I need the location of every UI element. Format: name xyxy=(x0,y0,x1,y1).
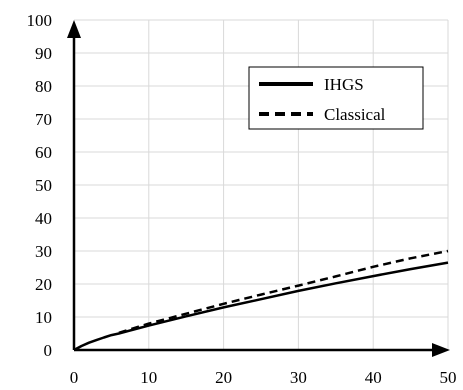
legend-label-classical: Classical xyxy=(324,105,386,124)
y-axis-arrowhead xyxy=(67,20,81,38)
y-tick-label-90: 90 xyxy=(35,44,52,63)
legend: IHGS Classical xyxy=(248,66,424,130)
y-tick-label-20: 20 xyxy=(35,275,52,294)
x-tick-label-0: 0 xyxy=(70,368,79,387)
x-tick-labels: 0 10 20 30 40 50 xyxy=(70,368,457,387)
y-tick-label-0: 0 xyxy=(44,341,53,360)
x-axis-arrowhead xyxy=(432,343,450,357)
legend-label-ihgs: IHGS xyxy=(324,75,364,94)
series-lines xyxy=(73,249,449,352)
y-tick-label-30: 30 xyxy=(35,242,52,261)
x-tick-label-10: 10 xyxy=(140,368,157,387)
y-tick-label-100: 100 xyxy=(27,11,53,30)
y-tick-label-40: 40 xyxy=(35,209,52,228)
series-line-ihgs xyxy=(73,261,449,352)
y-tick-labels: 0 10 20 30 40 50 60 70 80 90 100 xyxy=(27,11,53,360)
y-tick-label-50: 50 xyxy=(35,176,52,195)
y-tick-label-10: 10 xyxy=(35,308,52,327)
legend-box xyxy=(248,66,424,130)
x-tick-label-50: 50 xyxy=(440,368,457,387)
series-line-classical xyxy=(118,249,449,334)
y-tick-label-60: 60 xyxy=(35,143,52,162)
x-tick-label-20: 20 xyxy=(215,368,232,387)
x-tick-label-30: 30 xyxy=(290,368,307,387)
axes xyxy=(67,20,450,357)
y-tick-label-80: 80 xyxy=(35,77,52,96)
y-tick-label-70: 70 xyxy=(35,110,52,129)
x-tick-label-40: 40 xyxy=(365,368,382,387)
